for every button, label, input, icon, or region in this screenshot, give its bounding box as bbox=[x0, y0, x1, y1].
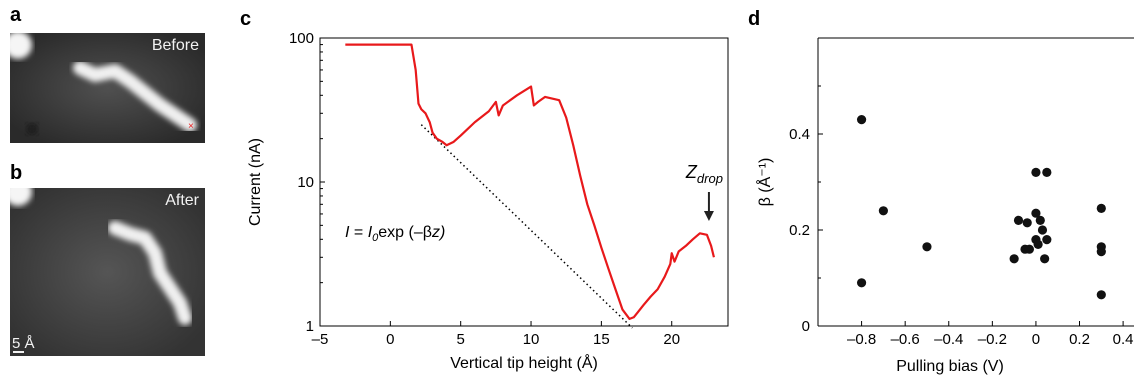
data-point bbox=[1022, 218, 1032, 228]
current-trace-line bbox=[345, 43, 715, 321]
stm-image-before-graphic: × bbox=[10, 33, 205, 143]
x-tick-label-d: –0.6 bbox=[891, 331, 920, 348]
data-point bbox=[1040, 254, 1050, 264]
data-point bbox=[1096, 290, 1106, 300]
y-tick-label-d: 0.4 bbox=[789, 126, 810, 143]
tip-marker-icon: × bbox=[188, 121, 194, 132]
x-tick-label-c: 0 bbox=[386, 331, 394, 348]
data-point bbox=[1096, 203, 1106, 213]
exponential-fit-line bbox=[420, 124, 633, 329]
x-tick-label-d: –0.8 bbox=[847, 331, 876, 348]
x-tick-label-c: –5 bbox=[312, 331, 329, 348]
data-point bbox=[1037, 225, 1048, 235]
data-point bbox=[856, 278, 867, 288]
y-tick-label-c: 1 bbox=[306, 318, 314, 335]
plot-frame-c bbox=[319, 37, 729, 327]
data-point bbox=[1035, 215, 1045, 225]
zdrop-arrow-icon bbox=[703, 211, 714, 221]
panel-letter-b: b bbox=[10, 162, 23, 184]
data-point bbox=[1042, 167, 1052, 177]
data-point bbox=[1033, 239, 1043, 249]
y-tick-label-c: 100 bbox=[289, 30, 314, 47]
x-axis-label-d: Pulling bias (V) bbox=[896, 358, 1004, 375]
scale-label: 5 Å bbox=[12, 335, 35, 352]
data-point bbox=[1024, 244, 1034, 254]
x-tick-label-d: –0.2 bbox=[978, 331, 1007, 348]
data-point bbox=[856, 115, 867, 125]
x-tick-label-c: 5 bbox=[457, 331, 465, 348]
x-tick-label-d: 0 bbox=[1032, 331, 1040, 348]
x-tick-label-c: 20 bbox=[663, 331, 680, 348]
data-point bbox=[1009, 254, 1019, 264]
data-point bbox=[1096, 247, 1106, 257]
panel-letter-d: d bbox=[748, 8, 761, 30]
data-point bbox=[1042, 235, 1052, 245]
equation-annotation: I = I0exp (–βz) bbox=[345, 224, 445, 244]
x-tick-label-c: 15 bbox=[593, 331, 610, 348]
x-tick-label-d: 0.4 bbox=[1113, 331, 1134, 348]
x-tick-label-d: –0.4 bbox=[934, 331, 963, 348]
before-label: Before bbox=[151, 37, 199, 54]
x-tick-label-c: 10 bbox=[523, 331, 540, 348]
y-tick-label-c: 10 bbox=[297, 174, 314, 191]
data-point bbox=[1031, 167, 1041, 177]
after-label: After bbox=[165, 192, 199, 209]
x-tick-label-d: 0.2 bbox=[1069, 331, 1090, 348]
data-point bbox=[878, 206, 888, 216]
y-tick-label-d: 0.2 bbox=[789, 222, 810, 239]
stm-image-after: After 5 Å bbox=[10, 188, 205, 356]
zdrop-label: Zdrop bbox=[685, 162, 723, 186]
data-point bbox=[1031, 208, 1041, 218]
y-axis-label-c: Current (nA) bbox=[247, 138, 264, 226]
scale-bar bbox=[13, 351, 24, 353]
y-axis-label-d: β (Å⁻¹) bbox=[755, 158, 774, 207]
stm-image-before: × Before bbox=[10, 33, 205, 143]
y-tick-label-d: 0 bbox=[802, 318, 810, 335]
x-axis-label-c: Vertical tip height (Å) bbox=[450, 353, 598, 372]
panel-letter-c: c bbox=[240, 8, 252, 30]
stm-image-after-graphic bbox=[10, 188, 205, 356]
data-point bbox=[922, 242, 932, 252]
data-point bbox=[1013, 215, 1024, 225]
panel-letter-a: a bbox=[10, 4, 22, 26]
